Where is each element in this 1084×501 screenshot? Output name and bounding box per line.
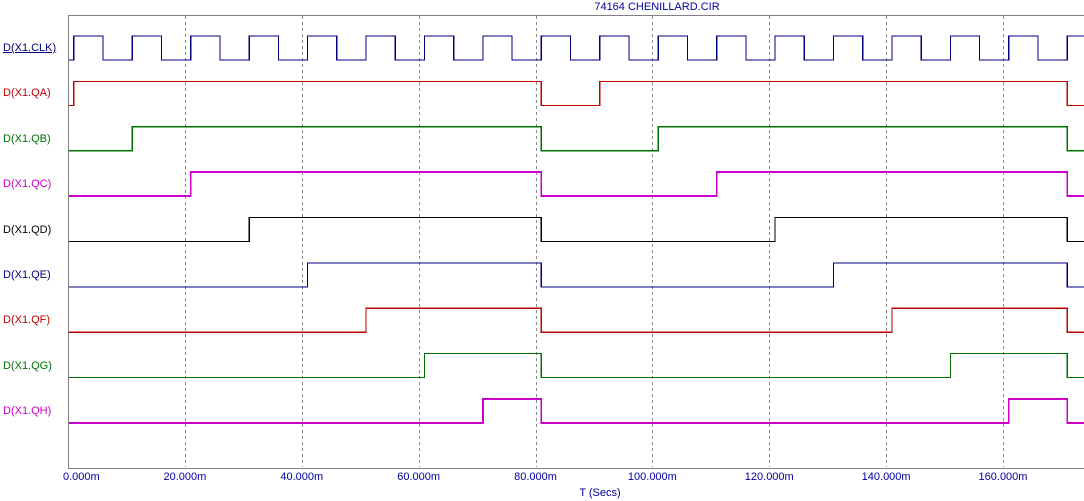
x-tick-label: 20.000m <box>163 471 207 483</box>
trace-label-qb[interactable]: D(X1.QB) <box>3 133 51 145</box>
x-tick-label: 120.000m <box>744 471 794 483</box>
x-axis-title: T (Secs) <box>579 487 621 499</box>
plot-title: 74164 CHENILLARD.CIR <box>594 1 720 13</box>
trace-label-qc[interactable]: D(X1.QC) <box>3 178 52 190</box>
trace-label-qe[interactable]: D(X1.QE) <box>3 269 51 281</box>
x-tick-label: 60.000m <box>397 471 441 483</box>
x-tick-label: 100.000m <box>627 471 677 483</box>
x-tick-label: 80.000m <box>514 471 557 483</box>
trace-label-qa[interactable]: D(X1.QA) <box>3 87 51 99</box>
trace-label-qf[interactable]: D(X1.QF) <box>3 314 51 326</box>
x-tick-label: 40.000m <box>280 471 324 483</box>
trace-label-qd[interactable]: D(X1.QD) <box>3 224 52 236</box>
trace-label-clk[interactable]: D(X1.CLK) <box>3 42 57 54</box>
x-tick-label: 160.000m <box>978 471 1028 483</box>
x-tick-label: 0.000m <box>63 471 100 483</box>
trace-label-qg[interactable]: D(X1.QG) <box>3 360 52 372</box>
x-tick-label: 140.000m <box>861 471 911 483</box>
trace-label-qh[interactable]: D(X1.QH) <box>3 405 52 417</box>
